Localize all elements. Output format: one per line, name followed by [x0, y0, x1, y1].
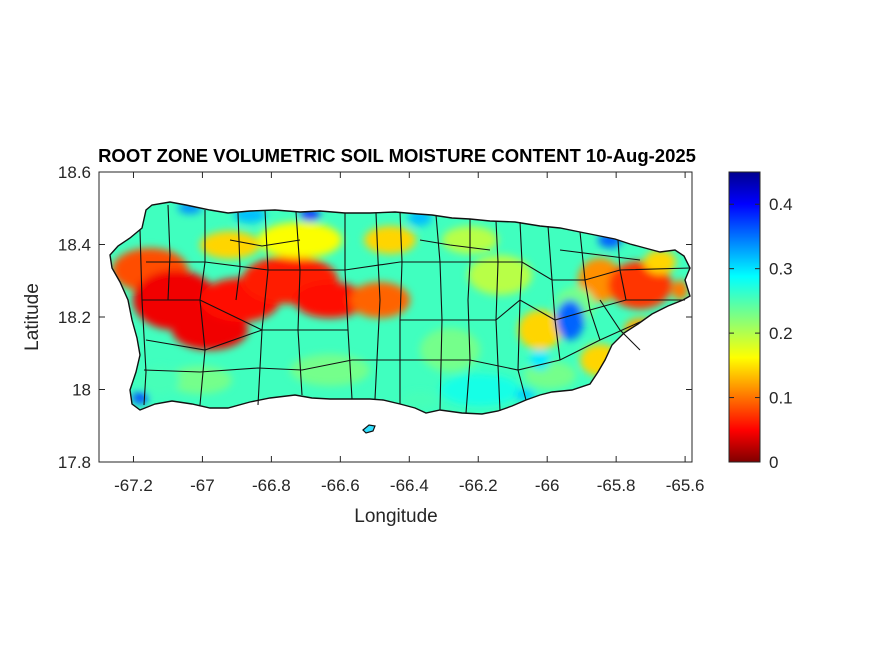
colorbar-tick-label: 0	[769, 453, 778, 472]
municipality-boundary	[143, 359, 353, 373]
moisture-blob	[672, 280, 688, 300]
moisture-blob	[294, 282, 366, 318]
municipality-boundary	[399, 211, 403, 404]
y-tick-label: 17.8	[58, 453, 91, 472]
x-tick-label: -67	[190, 476, 215, 495]
x-tick-label: -66.2	[459, 476, 498, 495]
municipality-boundary	[435, 214, 443, 411]
y-axis-ticks: 17.8 18 18.2 18.4 18.6	[58, 163, 692, 472]
municipality-boundary	[257, 209, 269, 406]
x-tick-label: -65.8	[597, 476, 636, 495]
colorbar: 0 0.1 0.2 0.3 0.4	[728, 171, 793, 472]
x-tick-label: -67.2	[114, 476, 153, 495]
y-tick-label: 18.6	[58, 163, 91, 182]
x-tick-label: -66	[535, 476, 560, 495]
y-tick-label: 18.4	[58, 236, 91, 255]
x-axis-label: Longitude	[354, 506, 437, 527]
y-axis-label: Latitude	[22, 283, 43, 351]
moisture-blob	[402, 392, 438, 408]
municipality-boundary	[400, 299, 685, 321]
municipality-boundary	[235, 212, 241, 301]
moisture-blob	[168, 366, 232, 394]
moisture-blob	[132, 392, 148, 404]
chart-title: ROOT ZONE VOLUMETRIC SOIL MOISTURE CONTE…	[98, 145, 696, 166]
moisture-blob	[468, 255, 532, 295]
municipality-boundary	[419, 239, 491, 251]
colorbar-ticks: 0 0.1 0.2 0.3 0.4	[729, 195, 793, 472]
municipality-boundary	[295, 211, 303, 396]
moisture-blob	[200, 231, 260, 259]
moisture-blob	[644, 250, 676, 274]
island-outline	[109, 201, 691, 415]
municipality-boundary	[142, 299, 263, 331]
colorbar-tick-label: 0.1	[769, 389, 793, 408]
municipality-boundary	[229, 239, 301, 247]
x-tick-label: -66.4	[390, 476, 429, 495]
moisture-blob	[530, 350, 550, 370]
municipality-boundary	[344, 213, 353, 400]
municipality-boundary	[579, 231, 601, 341]
municipality-boundary	[559, 249, 641, 261]
y-tick-label: 18.2	[58, 308, 91, 327]
colorbar-tick-label: 0.4	[769, 195, 793, 214]
municipality-boundary	[139, 229, 147, 406]
x-axis-ticks: -67.2 -67 -66.8 -66.6 -66.4 -66.2 -66 -65.8 -65.…	[114, 172, 704, 495]
moisture-blob	[556, 300, 584, 340]
municipality-boundary	[167, 204, 171, 301]
islet-caja-de-muerto	[362, 424, 376, 434]
x-tick-label: -66.8	[252, 476, 291, 495]
moisture-blob	[364, 226, 416, 254]
moisture-blob	[140, 366, 180, 394]
x-tick-label: -66.6	[321, 476, 360, 495]
municipality-boundary	[374, 212, 381, 400]
y-tick-label: 18	[72, 381, 91, 400]
colorbar-tick-label: 0.3	[769, 260, 793, 279]
colorbar-gradient	[728, 171, 761, 463]
moisture-blob	[440, 374, 520, 406]
municipality-boundary	[352, 321, 641, 371]
x-tick-label: -65.6	[666, 476, 705, 495]
municipality-boundary	[344, 261, 691, 281]
municipality-boundaries	[139, 204, 691, 414]
municipality-boundary	[146, 261, 345, 271]
moisture-blob	[518, 310, 562, 350]
colorbar-tick-label: 0.2	[769, 324, 793, 343]
municipality-boundary	[599, 299, 641, 351]
municipality-boundary	[145, 329, 348, 351]
municipality-boundary	[547, 225, 561, 361]
moisture-blob	[420, 328, 480, 372]
